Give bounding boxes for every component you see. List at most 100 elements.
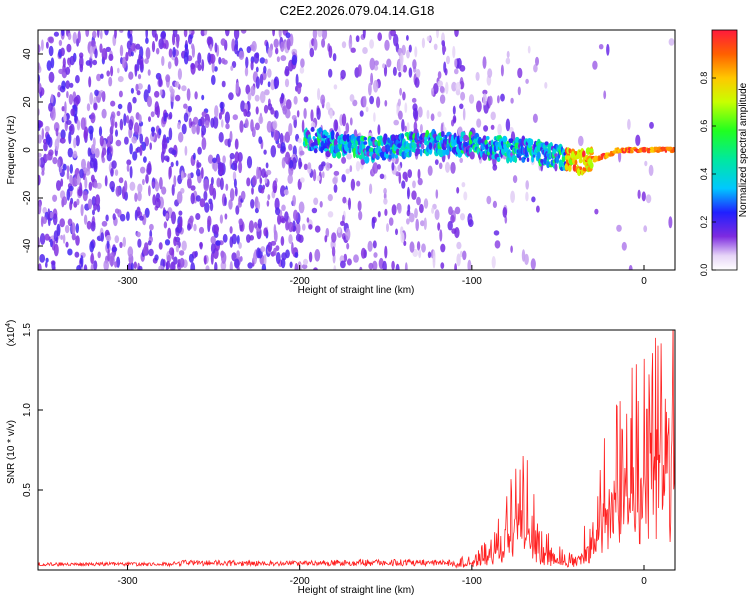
heatmap-cell [241, 30, 247, 34]
heatmap-cell [183, 30, 188, 38]
heatmap-cell [400, 133, 405, 140]
heatmap-cell [126, 159, 132, 166]
heatmap-cell [426, 35, 431, 42]
heatmap-cell [119, 213, 126, 222]
heatmap-cell [454, 30, 459, 38]
heatmap-cell [349, 94, 355, 102]
heatmap-cell [328, 68, 333, 78]
heatmap-cell [276, 56, 280, 63]
heatmap-cell [123, 113, 127, 126]
heatmap-cell [90, 221, 96, 232]
heatmap-cell [310, 109, 314, 122]
heatmap-cell [419, 124, 423, 134]
heatmap-cell [68, 94, 74, 105]
heatmap-cell [66, 188, 71, 201]
heatmap-cell [420, 220, 425, 227]
heatmap-cell [377, 164, 381, 170]
heatmap-cell [293, 209, 298, 221]
heatmap-cell [532, 113, 538, 124]
heatmap-cell [419, 148, 423, 157]
heatmap-cell [142, 246, 148, 256]
heatmap-cell [649, 146, 654, 150]
heatmap-cell [135, 83, 139, 92]
heatmap-cell [180, 216, 183, 228]
heatmap-cell [346, 258, 352, 266]
heatmap-cell [299, 177, 305, 183]
heatmap-cell [158, 128, 162, 136]
colorbar-tick-label: 0.6 [699, 120, 709, 133]
heatmap-cell [517, 86, 521, 96]
heatmap-cell [38, 44, 41, 53]
heatmap-cell [138, 265, 143, 270]
heatmap-cell [243, 108, 248, 117]
heatmap-cell [398, 171, 402, 184]
heatmap-cell [236, 235, 240, 245]
heatmap-cell [492, 200, 497, 208]
top-y-axis: -40 -20 0 20 40 [22, 48, 43, 253]
heatmap-cell [59, 166, 62, 174]
heatmap-cell [340, 260, 346, 269]
heatmap-cell [221, 119, 224, 128]
heatmap-cell [456, 187, 460, 194]
heatmap-cell [73, 137, 77, 149]
heatmap-cell [110, 100, 116, 107]
heatmap-cell [136, 231, 141, 238]
heatmap-cell [288, 123, 293, 136]
heatmap-cell [50, 93, 54, 104]
heatmap-cell [150, 111, 155, 118]
heatmap-cell [178, 132, 184, 143]
heatmap-cell [278, 30, 282, 39]
heatmap-cell [38, 201, 42, 215]
heatmap-cell [273, 224, 277, 236]
heatmap-cell [444, 134, 448, 139]
heatmap-cell [404, 175, 408, 183]
heatmap-cell [206, 36, 212, 46]
heatmap-cell [38, 174, 41, 186]
heatmap-cell [406, 35, 409, 41]
heatmap-cell [353, 149, 356, 159]
heatmap-cell [349, 117, 353, 126]
heatmap-cell [175, 244, 179, 253]
heatmap-cell [119, 118, 124, 131]
heatmap-cell [505, 57, 511, 65]
heatmap-cell [328, 45, 333, 59]
heatmap-cell [64, 101, 67, 115]
heatmap-cell [137, 183, 143, 194]
heatmap-cell [158, 76, 163, 87]
heatmap-cell [621, 241, 627, 251]
heatmap-cell [156, 47, 160, 55]
heatmap-cell [178, 250, 185, 256]
heatmap-cell [58, 68, 64, 75]
heatmap-cells [38, 30, 675, 270]
heatmap-cell [69, 174, 73, 185]
heatmap-cell [177, 121, 181, 130]
heatmap-cell [52, 213, 58, 226]
heatmap-cell [193, 223, 197, 232]
heatmap-cell [442, 45, 447, 53]
y-tick-label: -40 [22, 238, 33, 253]
heatmap-cell [313, 145, 319, 150]
heatmap-cell [62, 163, 67, 171]
heatmap-cell [38, 62, 41, 71]
heatmap-cell [288, 143, 293, 151]
heatmap-cell [383, 197, 388, 205]
heatmap-cell [445, 149, 450, 156]
heatmap-cell [101, 108, 107, 119]
heatmap-cell [151, 30, 157, 38]
heatmap-cell [456, 253, 461, 267]
heatmap-cell [56, 180, 62, 191]
heatmap-cell [436, 30, 439, 39]
heatmap-cell [494, 240, 501, 249]
heatmap-cell [554, 163, 558, 172]
heatmap-cell [357, 137, 361, 146]
heatmap-cell [257, 201, 261, 210]
heatmap-cell [452, 105, 456, 115]
heatmap-cell [118, 90, 123, 98]
heatmap-cell [512, 175, 518, 184]
heatmap-cell [594, 208, 599, 215]
heatmap-cell [411, 190, 417, 200]
heatmap-cell [393, 33, 399, 47]
heatmap-cell [363, 136, 367, 141]
heatmap-cell [363, 141, 368, 145]
heatmap-cell [53, 230, 59, 242]
